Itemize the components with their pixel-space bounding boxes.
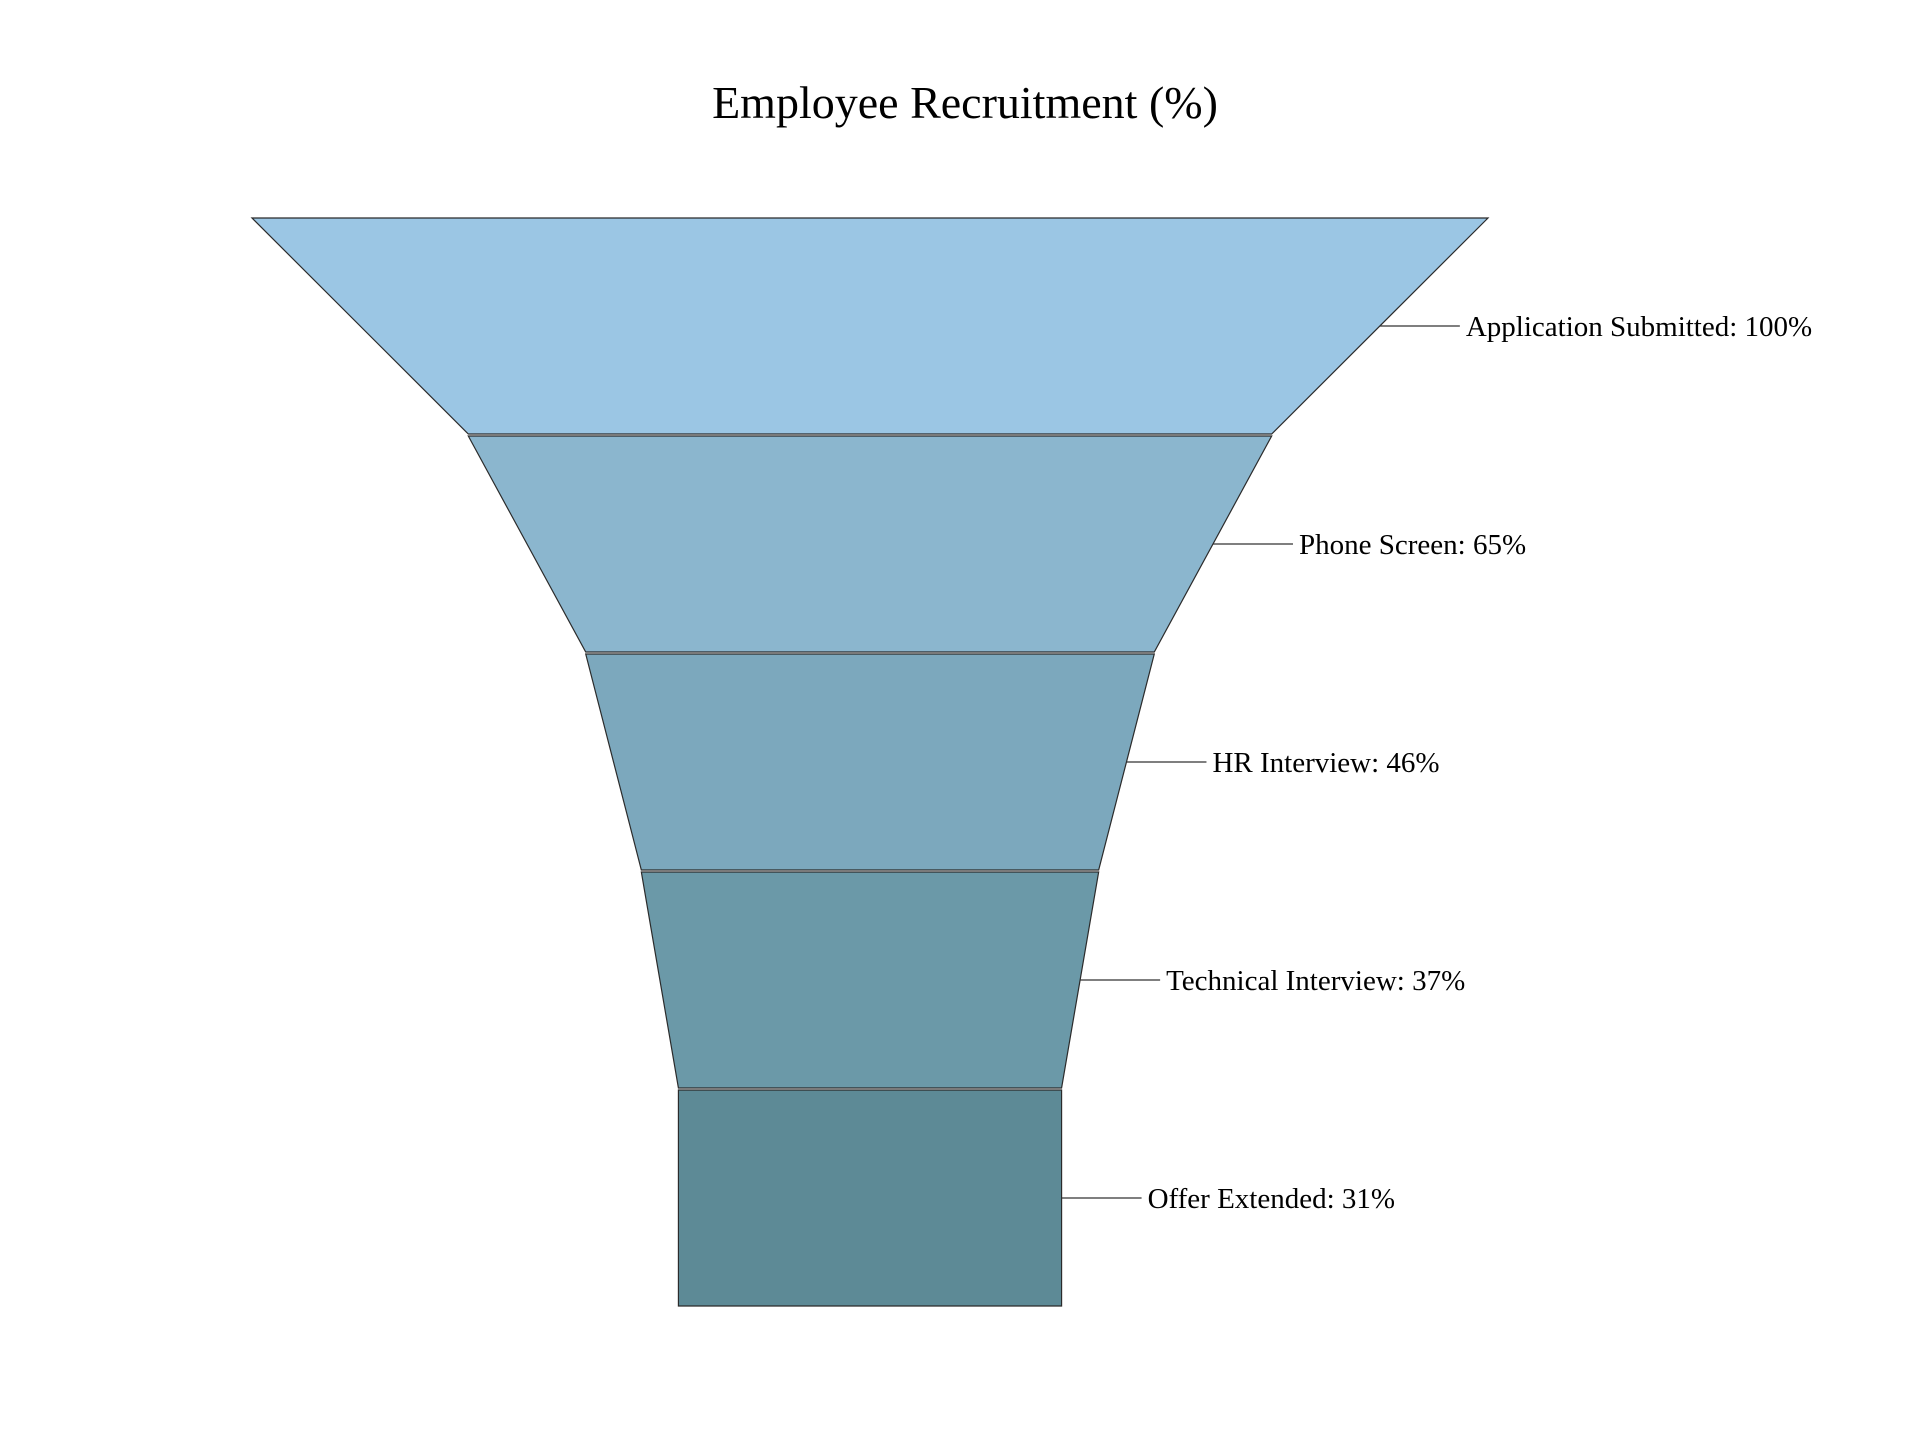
funnel-labels: Application Submitted: 100% Phone Screen:… [1061, 311, 1812, 1215]
funnel-segment-3 [584, 653, 1156, 871]
funnel-segment-2 [467, 435, 1273, 653]
stage-label-3: HR Interview: 46% [1212, 747, 1439, 779]
funnel-segment-4 [640, 871, 1100, 1089]
stage-label-4: Technical Interview: 37% [1166, 965, 1465, 997]
funnel-segment-5 [677, 1089, 1063, 1307]
stage-label-5: Offer Extended: 31% [1148, 1183, 1396, 1215]
funnel-segment-1 [250, 217, 1490, 435]
chart-title: Employee Recruitment (%) [712, 77, 1218, 128]
stage-label-1: Application Submitted: 100% [1466, 311, 1812, 343]
stage-label-2: Phone Screen: 65% [1299, 529, 1526, 561]
funnel-segments [250, 217, 1490, 1307]
